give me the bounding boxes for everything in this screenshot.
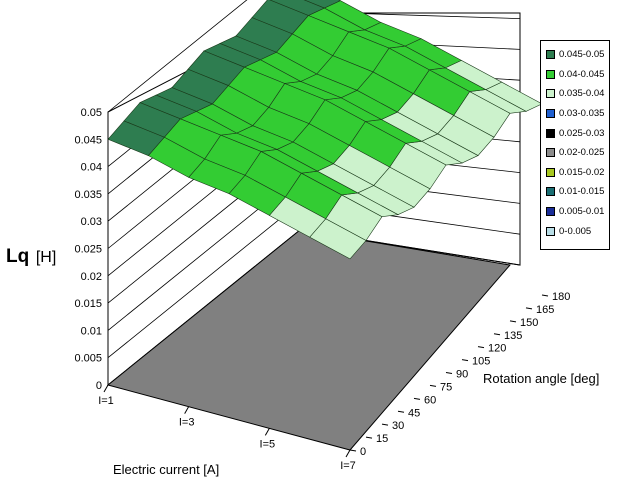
- z-tick-label: 0.035: [74, 189, 102, 201]
- y-axis-title: Rotation angle [deg]: [483, 371, 599, 386]
- legend-label: 0.025-0.03: [559, 127, 605, 139]
- angle-tick-label: 150: [520, 317, 538, 329]
- z-tick-label: 0.02: [81, 271, 102, 283]
- angle-tick-mark: [365, 436, 373, 439]
- legend-swatch: [546, 148, 555, 158]
- legend-swatch: [546, 89, 555, 99]
- z-axis-title-unit: [H]: [36, 249, 56, 266]
- current-axis-ticks: I=1 I=3 I=5 I=7: [98, 384, 356, 472]
- angle-tick-label: 30: [392, 420, 404, 432]
- angle-tick-label: 135: [504, 330, 522, 342]
- legend-item: 0.035-0.04: [546, 84, 606, 104]
- legend-item: 0.025-0.03: [546, 123, 606, 143]
- angle-tick-label: 105: [472, 356, 490, 368]
- legend-item: 0.01-0.015: [546, 182, 606, 202]
- legend-item: 0.005-0.01: [546, 202, 606, 222]
- surface-patch: [107, 120, 165, 156]
- z-tick-label: 0: [96, 380, 102, 392]
- legend-label: 0.015-0.02: [559, 166, 605, 178]
- angle-tick-label: 120: [488, 343, 506, 355]
- angle-tick-label: 0: [360, 446, 366, 458]
- angle-tick-mark: [397, 410, 405, 413]
- legend-swatch: [546, 69, 555, 79]
- legend-swatch: [546, 128, 555, 138]
- z-tick-label: 0.045: [74, 134, 102, 146]
- legend-label: 0.02-0.025: [559, 147, 605, 159]
- angle-tick-mark: [541, 294, 549, 297]
- current-tick-label: I=5: [260, 438, 276, 450]
- legend-label: 0.005-0.01: [559, 206, 605, 218]
- angle-tick-mark: [461, 359, 469, 362]
- current-tick-mark: [184, 406, 190, 414]
- surface-mesh: [107, 0, 543, 260]
- current-tick-mark: [345, 449, 351, 458]
- current-tick-label: I=1: [98, 395, 114, 407]
- current-tick-label: I=3: [179, 417, 195, 429]
- z-gridline: [107, 0, 248, 113]
- legend-item: 0.02-0.025: [546, 143, 606, 163]
- z-axis-title: Lq [H]: [6, 246, 56, 267]
- z-tick-label: 0.03: [81, 216, 102, 228]
- legend-label: 0.045-0.05: [559, 49, 605, 61]
- angle-tick-mark: [493, 333, 501, 336]
- angle-tick-mark: [477, 346, 485, 349]
- z-tick-label: 0.005: [74, 353, 102, 365]
- legend-label: 0-0.005: [559, 225, 592, 237]
- current-tick-label: I=7: [340, 460, 356, 472]
- legend-label: 0.01-0.015: [559, 186, 605, 198]
- angle-tick-mark: [429, 384, 437, 387]
- legend-item: 0.045-0.05: [546, 45, 606, 65]
- legend-item: 0-0.005: [546, 221, 606, 241]
- legend-swatch: [546, 109, 555, 119]
- z-tick-label: 0.025: [74, 244, 102, 256]
- legend-item: 0.04-0.045: [546, 65, 606, 85]
- angle-tick-label: 15: [376, 433, 388, 445]
- z-tick-label: 0.015: [74, 298, 102, 310]
- angle-tick-mark: [525, 307, 533, 310]
- legend-item: 0.03-0.035: [546, 104, 606, 124]
- angle-tick-label: 60: [424, 394, 436, 406]
- angle-tick-label: 165: [536, 304, 554, 316]
- angle-tick-mark: [349, 449, 357, 452]
- x-axis-title: Electric current [A]: [113, 462, 219, 477]
- z-tick-label: 0.05: [81, 107, 102, 119]
- legend-swatch: [546, 167, 555, 177]
- z-tick-label: 0.01: [81, 325, 102, 337]
- angle-tick-mark: [509, 320, 517, 323]
- angle-tick-mark: [413, 397, 421, 400]
- current-tick-mark: [103, 384, 109, 393]
- legend-swatch: [546, 207, 555, 217]
- legend-label: 0.035-0.04: [559, 88, 605, 100]
- angle-tick-label: 75: [440, 381, 452, 393]
- angle-tick-label: 45: [408, 407, 420, 419]
- legend-label: 0.03-0.035: [559, 108, 605, 120]
- legend: 0.045-0.05 0.04-0.045 0.035-0.04 0.03-0.035…: [540, 40, 610, 250]
- angle-tick-mark: [381, 423, 389, 426]
- angle-tick-mark: [445, 372, 453, 374]
- current-tick-mark: [264, 428, 270, 436]
- z-axis-title-main: Lq: [6, 246, 29, 267]
- legend-swatch: [546, 187, 555, 197]
- legend-swatch: [546, 50, 555, 60]
- z-tick-label: 0.04: [81, 162, 102, 174]
- angle-tick-label: 90: [456, 369, 468, 381]
- angle-tick-label: 180: [552, 291, 570, 303]
- z-axis-ticks: 0 0.005 0.01 0.015 0.02 0.025 0.03 0.035 0.04 0.0…: [74, 107, 102, 392]
- legend-swatch: [546, 226, 555, 236]
- legend-label: 0.04-0.045: [559, 68, 605, 80]
- legend-item: 0.015-0.02: [546, 163, 606, 183]
